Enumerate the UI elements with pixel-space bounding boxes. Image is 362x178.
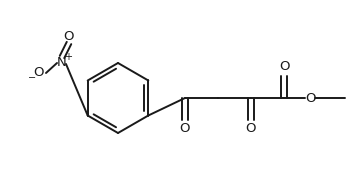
Text: +: + [64, 52, 72, 62]
Text: O: O [305, 91, 315, 104]
Text: O: O [246, 122, 256, 135]
Text: O: O [33, 66, 43, 78]
Text: O: O [180, 122, 190, 135]
Text: O: O [279, 61, 289, 74]
Text: −: − [28, 73, 36, 83]
Text: N: N [57, 56, 67, 69]
Text: O: O [64, 30, 74, 43]
